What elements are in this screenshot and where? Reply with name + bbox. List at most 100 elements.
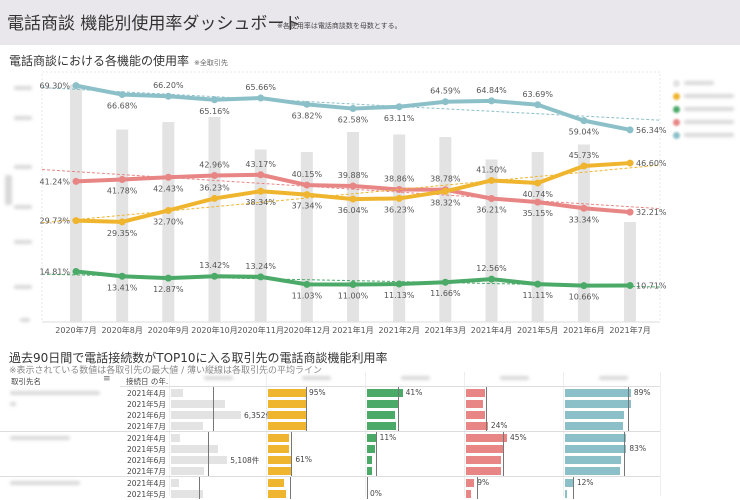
data-label-yellow: 37.34%: [292, 202, 323, 211]
bar-count[interactable]: [171, 489, 203, 498]
account-name-blurred[interactable]: [10, 402, 16, 406]
bar-green[interactable]: [367, 444, 375, 453]
y-tick-label-blurred: [14, 116, 32, 120]
usage-chart-title: 電話商談における各機能の使用率 ※全取引先: [9, 52, 228, 69]
bar-count[interactable]: [171, 421, 203, 430]
data-label-teal: 59.04%: [569, 128, 600, 137]
bar-red[interactable]: [466, 466, 501, 475]
x-tick-label: 2021年1月: [332, 325, 373, 335]
column-header-date[interactable]: 接続日 の年..: [126, 377, 171, 386]
legend-swatch-green[interactable]: [673, 106, 680, 113]
bar-value-label-green: 41%: [405, 388, 423, 397]
bar-green[interactable]: [367, 410, 395, 419]
y-tick-label-blurred: [14, 165, 32, 169]
column-header-blurred[interactable]: [400, 376, 431, 380]
data-point-red: [395, 185, 403, 193]
bar-count[interactable]: [171, 433, 180, 442]
bar-value-label-yellow: 95%: [309, 388, 326, 397]
bar-red[interactable]: [466, 399, 484, 408]
data-label-teal: 63.82%: [292, 111, 323, 120]
data-label-green: 11.00%: [338, 291, 369, 300]
legend-swatch-bar_gray[interactable]: [673, 80, 680, 87]
average-line-yellow: [290, 432, 292, 476]
bar-green[interactable]: [367, 433, 377, 442]
bar-teal[interactable]: [565, 399, 631, 408]
bar-red[interactable]: [466, 489, 471, 498]
bar-teal[interactable]: [565, 421, 624, 430]
column-header-blurred[interactable]: [598, 376, 629, 380]
data-label-yellow: 36.23%: [199, 183, 230, 192]
bar-red[interactable]: [466, 421, 488, 430]
sort-icon[interactable]: ≡: [103, 374, 111, 384]
bar-count[interactable]: [171, 466, 205, 475]
bar-green[interactable]: [367, 455, 373, 464]
bar-green[interactable]: [367, 466, 373, 475]
account-name-blurred[interactable]: [10, 391, 100, 395]
volume-bar: [531, 152, 544, 322]
legend-label-blurred: [684, 94, 734, 98]
data-point-yellow: [626, 159, 634, 167]
x-tick-label: 2021年4月: [471, 325, 512, 335]
column-header-blurred[interactable]: [499, 376, 530, 380]
column-header-blurred[interactable]: [204, 376, 233, 380]
bar-teal[interactable]: [565, 478, 574, 487]
usage-chart-title-text: 電話商談における各機能の使用率: [9, 54, 190, 68]
bar-teal[interactable]: [565, 489, 568, 498]
bar-green[interactable]: [367, 399, 399, 408]
average-line-yellow: [306, 387, 308, 431]
bar-green[interactable]: [367, 421, 396, 430]
account-name-blurred[interactable]: [10, 481, 80, 485]
data-point-green: [164, 274, 172, 282]
bar-yellow[interactable]: [268, 444, 290, 453]
bar-yellow[interactable]: [268, 489, 286, 498]
bar-red[interactable]: [466, 433, 507, 442]
bar-yellow[interactable]: [268, 455, 293, 464]
bar-yellow[interactable]: [268, 388, 306, 397]
volume-bar: [439, 137, 452, 322]
column-header-account-name[interactable]: 取引先名: [11, 377, 41, 386]
bar-count[interactable]: [171, 388, 183, 397]
y-tick-label-blurred: [14, 205, 32, 209]
data-point-green: [72, 267, 80, 275]
trend-line-red: [41, 169, 661, 210]
data-label-yellow: 38.32%: [430, 198, 461, 207]
data-label-green: 11.11%: [522, 291, 553, 300]
bar-yellow[interactable]: [268, 466, 293, 475]
bar-red[interactable]: [466, 444, 504, 453]
bar-yellow[interactable]: [268, 399, 306, 408]
bar-count[interactable]: [171, 455, 228, 464]
bar-value-label-teal: 83%: [629, 444, 647, 453]
data-label-green: 10.66%: [569, 293, 600, 302]
bar-yellow[interactable]: [268, 421, 306, 430]
x-tick-label: 2020年11月: [237, 325, 284, 335]
average-line-red: [503, 432, 505, 476]
bar-yellow[interactable]: [268, 410, 306, 419]
bar-teal[interactable]: [565, 388, 631, 397]
bar-red[interactable]: [466, 478, 475, 487]
bar-yellow[interactable]: [268, 478, 284, 487]
bar-red[interactable]: [466, 410, 486, 419]
bar-teal[interactable]: [565, 444, 627, 453]
account-name-blurred[interactable]: [10, 436, 70, 440]
bar-teal[interactable]: [565, 466, 620, 475]
bar-count[interactable]: [171, 399, 225, 408]
bar-red[interactable]: [466, 388, 486, 397]
legend-swatch-yellow[interactable]: [673, 93, 680, 100]
row-month-label: 2021年4月: [127, 434, 166, 443]
bar-count[interactable]: [171, 444, 219, 453]
data-label-red: 39.88%: [338, 171, 369, 180]
bar-teal[interactable]: [565, 433, 626, 442]
bar-teal[interactable]: [565, 410, 625, 419]
bar-count[interactable]: [171, 410, 241, 419]
volume-bar: [162, 122, 175, 322]
legend-swatch-teal[interactable]: [673, 132, 680, 139]
data-label-yellow: 32.70%: [153, 217, 184, 226]
bar-red[interactable]: [466, 455, 501, 464]
data-label-teal: 64.84%: [476, 86, 507, 95]
column-header-blurred[interactable]: [301, 376, 332, 380]
bar-teal[interactable]: [565, 455, 622, 464]
bar-green[interactable]: [367, 388, 403, 397]
bar-count[interactable]: [171, 478, 179, 487]
bar-yellow[interactable]: [268, 433, 290, 442]
legend-swatch-red[interactable]: [673, 119, 680, 126]
